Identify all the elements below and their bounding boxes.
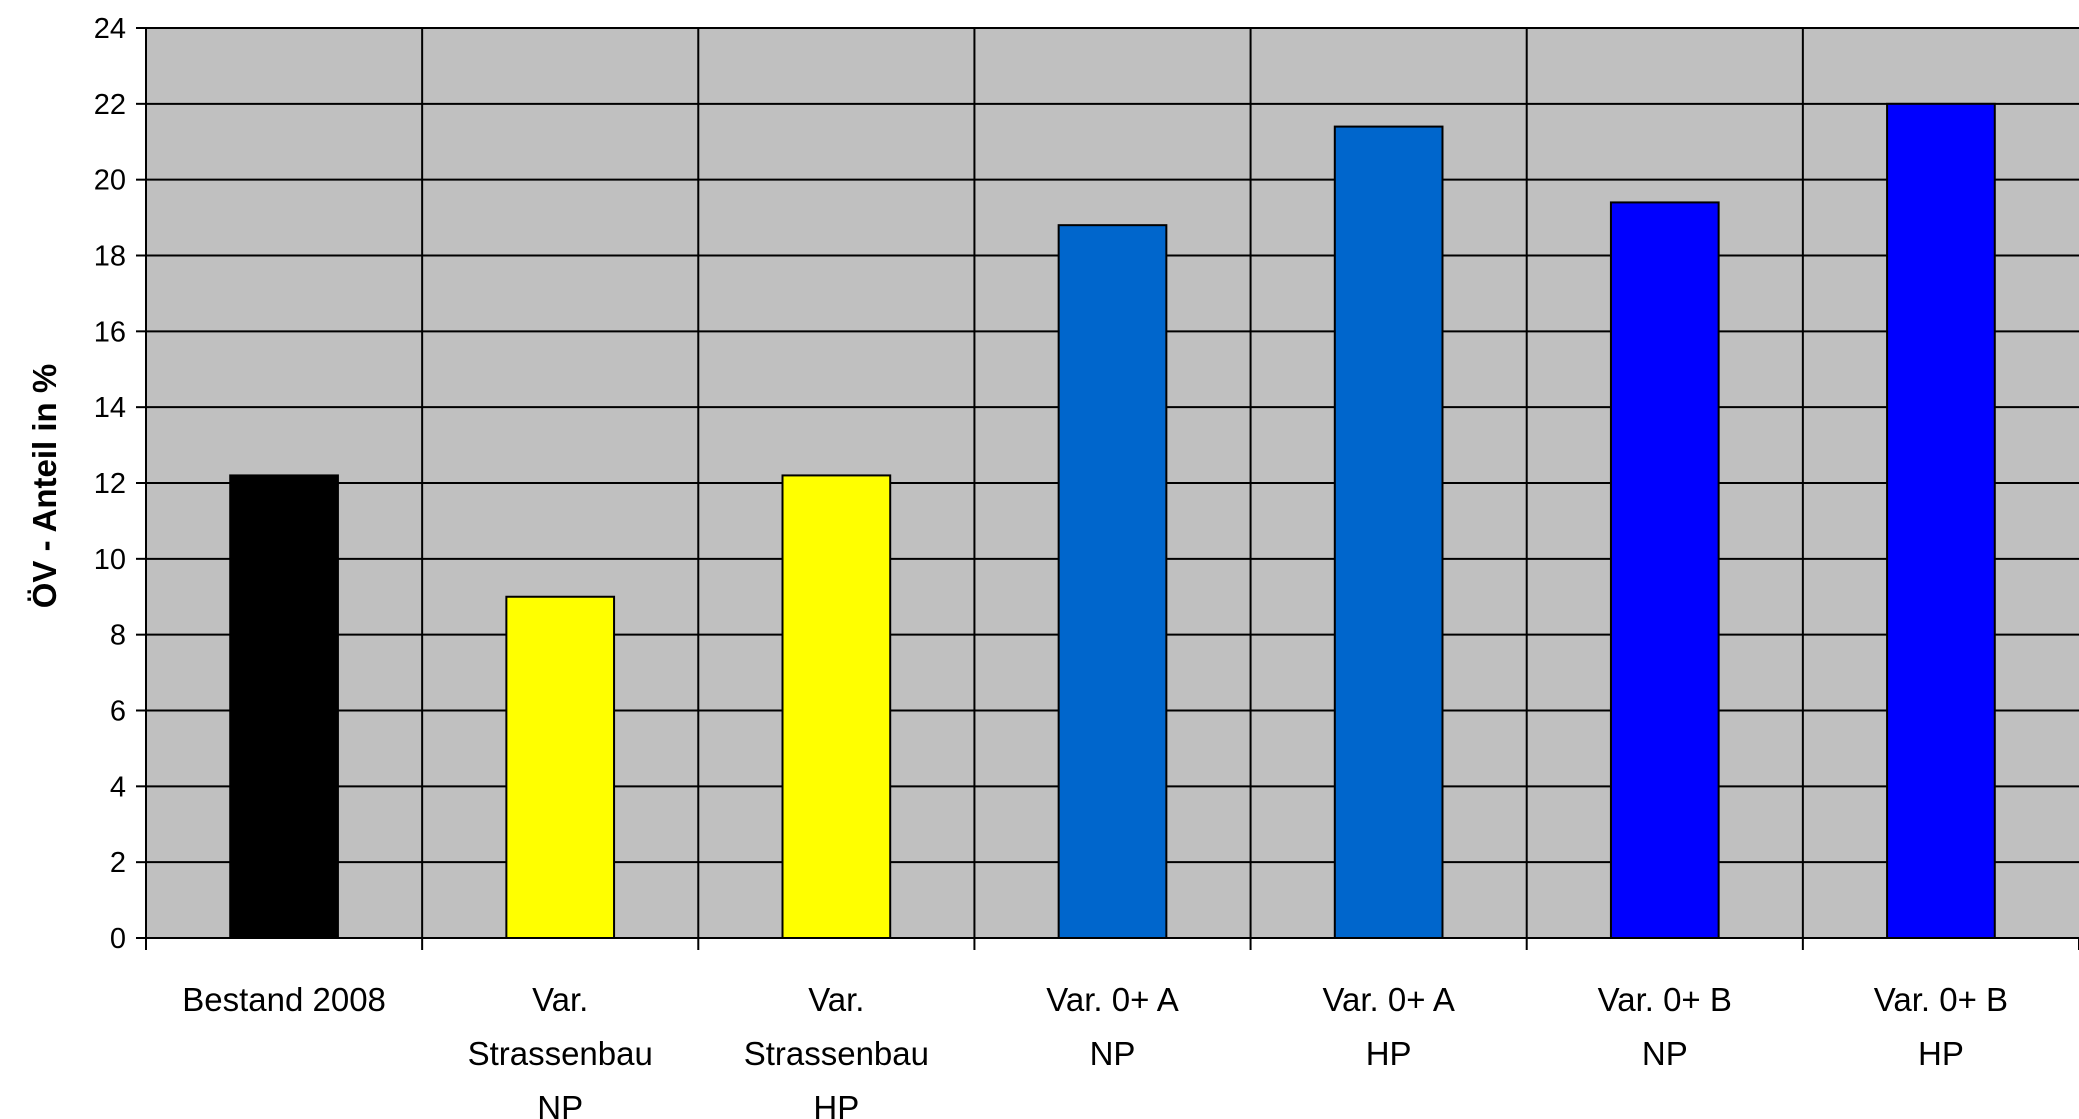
y-tick-label: 4 [110, 771, 126, 803]
bar [1886, 102, 1996, 940]
x-category-label: NP [537, 1089, 583, 1119]
bar [1333, 125, 1444, 940]
x-category-label: Var. 0+ A [1046, 981, 1178, 1018]
bar [229, 474, 339, 939]
x-category-label: Var. [808, 981, 864, 1018]
y-tick-label: 2 [110, 847, 126, 879]
y-tick-label: 10 [94, 544, 126, 576]
y-tick-label: 22 [94, 89, 126, 121]
x-category-label: Bestand 2008 [182, 981, 386, 1018]
x-category-label: Strassenbau [468, 1035, 653, 1072]
x-category-label: Strassenbau [744, 1035, 929, 1072]
axes [136, 27, 2079, 950]
x-category-label: HP [1366, 1035, 1412, 1072]
y-tick-label: 0 [110, 923, 126, 955]
y-tick-label: 8 [110, 620, 126, 652]
x-category-label: Var. 0+ A [1322, 981, 1454, 1018]
y-axis-title: ÖV - Anteil in % [26, 364, 63, 608]
bars [229, 102, 1996, 940]
x-category-label: NP [1090, 1035, 1136, 1072]
x-category-label: Var. 0+ B [1874, 981, 2008, 1018]
x-category-label: Var. 0+ B [1598, 981, 1732, 1018]
y-tick-label: 12 [94, 468, 126, 500]
x-category-label: HP [813, 1089, 859, 1119]
bar [1057, 224, 1168, 939]
y-tick-label: 18 [94, 241, 126, 273]
x-category-labels: Bestand 2008 Var. Strassenbau NP Var. Strasse… [182, 981, 2008, 1119]
y-tick-label: 6 [110, 696, 126, 728]
bar [1609, 201, 1720, 939]
y-tick-label: 14 [94, 392, 126, 424]
y-tick-label: 16 [94, 316, 126, 348]
bar [505, 595, 616, 939]
x-category-label: NP [1642, 1035, 1688, 1072]
x-category-label: Var. [532, 981, 588, 1018]
x-category-label: HP [1918, 1035, 1964, 1072]
y-tick-label: 20 [94, 165, 126, 197]
y-tick-label: 24 [94, 13, 126, 45]
bar [781, 474, 892, 939]
